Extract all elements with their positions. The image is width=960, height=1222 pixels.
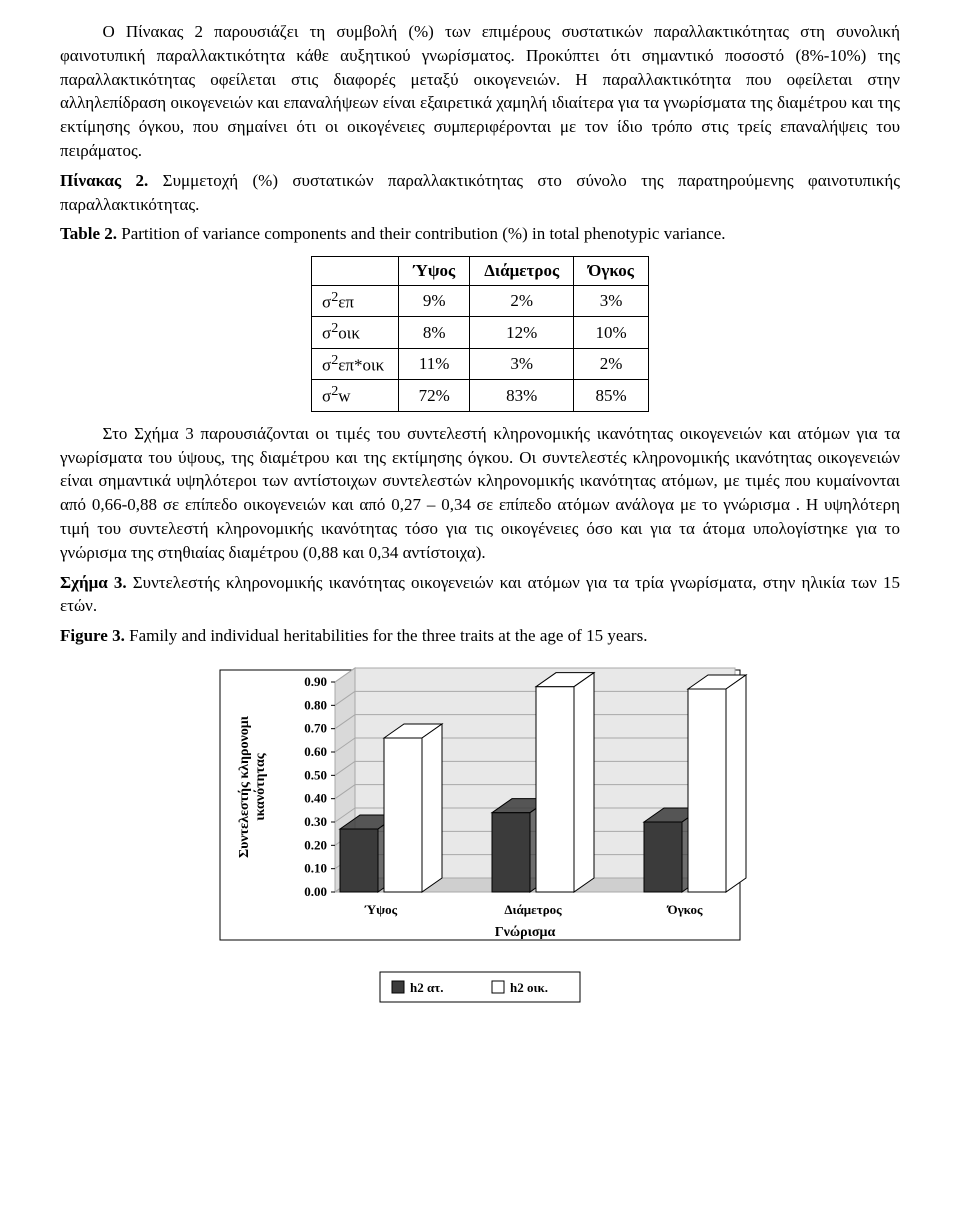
table-row-label: σ2w [312,380,399,411]
table-header: Διάμετρος [470,257,574,286]
svg-text:Διάμετρος: Διάμετρος [504,902,562,917]
table-cell: 3% [470,348,574,379]
figure-caption-english-text: Family and individual heritabilities for… [125,626,648,645]
variance-table: ΎψοςΔιάμετροςΌγκος σ2επ9%2%3%σ2οικ8%12%1… [311,256,649,412]
table-header: Όγκος [574,257,649,286]
table-cell: 85% [574,380,649,411]
table-row: σ2οικ8%12%10% [312,317,649,348]
table-cell: 3% [574,285,649,316]
table-cell: 9% [399,285,470,316]
svg-text:0.70: 0.70 [304,721,327,736]
figure-caption-greek-text: Συντελεστής κληρονομικής ικανότητας οικο… [60,573,900,616]
table-row-label: σ2επ*οικ [312,348,399,379]
svg-text:ικανότητας: ικανότητας [253,752,268,820]
svg-text:0.80: 0.80 [304,697,327,712]
table-cell: 2% [470,285,574,316]
table-header: Ύψος [399,257,470,286]
table-row: σ2w72%83%85% [312,380,649,411]
svg-text:0.90: 0.90 [304,674,327,689]
table-row-label: σ2οικ [312,317,399,348]
table-cell: 2% [574,348,649,379]
table-header [312,257,399,286]
table-caption-english-text: Partition of variance components and the… [117,224,726,243]
svg-text:0.30: 0.30 [304,814,327,829]
table-row: σ2επ9%2%3% [312,285,649,316]
paragraph-2: Στο Σχήμα 3 παρουσιάζονται οι τιμές του … [60,422,900,565]
svg-text:Συντελεστής κληρονομι: Συντελεστής κληρονομι [237,715,252,858]
table-caption-greek: Πίνακας 2. Συμμετοχή (%) συστατικών παρα… [60,169,900,217]
svg-text:0.40: 0.40 [304,791,327,806]
svg-text:h2 ατ.: h2 ατ. [410,980,443,995]
figure-caption-greek: Σχήμα 3. Συντελεστής κληρονομικής ικανότ… [60,571,900,619]
svg-text:0.00: 0.00 [304,884,327,899]
svg-text:h2 οικ.: h2 οικ. [510,980,548,995]
svg-text:0.10: 0.10 [304,861,327,876]
table-cell: 12% [470,317,574,348]
table-row-label: σ2επ [312,285,399,316]
figure-caption-english: Figure 3. Family and individual heritabi… [60,624,900,648]
table-cell: 83% [470,380,574,411]
svg-text:Γνώρισμα: Γνώρισμα [495,925,556,940]
table-cell: 8% [399,317,470,348]
table-caption-english: Table 2. Partition of variance component… [60,222,900,246]
figure-caption-english-label: Figure 3. [60,626,125,645]
table-cell: 72% [399,380,470,411]
svg-text:0.60: 0.60 [304,744,327,759]
table-caption-greek-text: Συμμετοχή (%) συστατικών παραλλακτικότητ… [60,171,900,214]
figure-caption-greek-label: Σχήμα 3. [60,573,127,592]
table-cell: 11% [399,348,470,379]
paragraph-1: Ο Πίνακας 2 παρουσιάζει τη συμβολή (%) τ… [60,20,900,163]
svg-text:Όγκος: Όγκος [666,902,703,917]
svg-text:0.50: 0.50 [304,767,327,782]
heritability-chart: 0.00 0.10 0.20 0.30 0.40 0.50 0.60 0.70 0.80 0.90… [200,662,760,1022]
svg-text:Ύψος: Ύψος [364,902,398,917]
table-caption-greek-label: Πίνακας 2. [60,171,148,190]
table-row: σ2επ*οικ11%3%2% [312,348,649,379]
svg-text:0.20: 0.20 [304,837,327,852]
table-cell: 10% [574,317,649,348]
table-caption-english-label: Table 2. [60,224,117,243]
